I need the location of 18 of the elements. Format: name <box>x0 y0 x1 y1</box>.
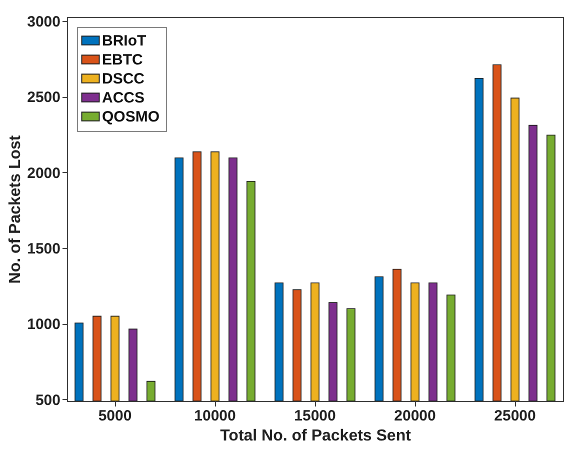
x-tick-label: 5000 <box>98 408 132 424</box>
x-tick-label: 10000 <box>194 408 236 424</box>
x-tick-label: 20000 <box>394 408 436 424</box>
legend-label: QOSMO <box>102 108 160 126</box>
y-tick-label: 2000 <box>27 164 60 182</box>
y-axis-title: No. of Packets Lost <box>7 134 24 284</box>
y-tick-label: 1500 <box>27 240 60 258</box>
legend-label: DSCC <box>102 70 145 88</box>
y-tick-label: 500 <box>35 392 60 409</box>
y-tick-label: 2500 <box>27 89 60 106</box>
x-tick-label: 15000 <box>294 408 336 424</box>
y-tick-label: 1000 <box>27 316 60 334</box>
x-tick-label: 25000 <box>494 408 536 424</box>
legend-label: BRIoT <box>102 32 146 50</box>
legend-label: EBTC <box>102 52 143 68</box>
y-tick-label: 3000 <box>27 13 60 30</box>
legend-label: ACCS <box>102 90 145 106</box>
x-axis-title: Total No. of Packets Sent <box>220 428 412 444</box>
